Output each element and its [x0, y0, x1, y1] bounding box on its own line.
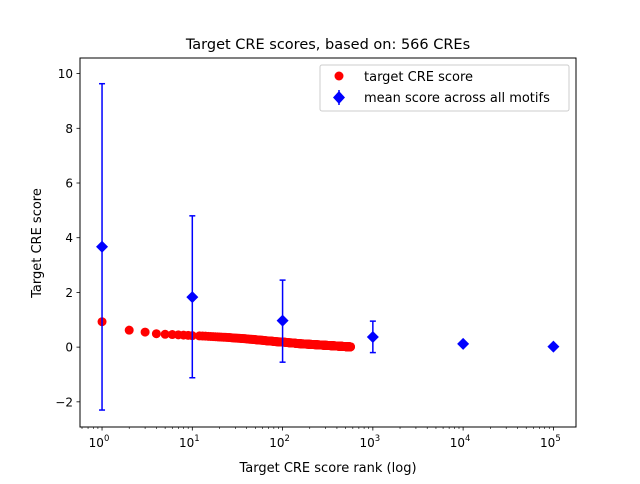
mean-score-marker	[366, 331, 379, 344]
target-cre-point	[160, 329, 170, 339]
y-tick-label: −2	[55, 395, 73, 409]
plot-marks	[96, 82, 560, 411]
target-cre-point	[140, 327, 150, 337]
x-tick-label: 103	[360, 434, 381, 450]
legend-marker-target	[334, 71, 344, 81]
target-cre-point	[124, 325, 134, 335]
mean-score-marker	[186, 291, 199, 304]
chart-title: Target CRE scores, based on: 566 CREs	[185, 37, 470, 53]
mean-score-marker	[457, 337, 470, 350]
legend: target CRE score mean score across all m…	[319, 64, 570, 112]
y-tick-label: 8	[65, 122, 73, 136]
x-axis: 100 101 102 103 104 105	[81, 427, 561, 450]
y-tick-label: 10	[58, 67, 73, 81]
x-tick-label: 102	[269, 434, 290, 450]
y-axis: −2 0 2 4 6 8 10	[55, 67, 80, 409]
x-tick-label: 101	[179, 434, 200, 450]
target-cre-point	[345, 342, 355, 352]
x-tick-label: 104	[450, 434, 471, 450]
legend-frame	[319, 64, 570, 112]
x-tick-label: 100	[89, 434, 110, 450]
y-tick-label: 4	[65, 231, 73, 245]
mean-score-marker	[276, 314, 289, 327]
mean-score-marker	[547, 340, 560, 353]
y-tick-label: 6	[65, 177, 73, 191]
axes-frame	[79, 57, 577, 428]
x-axis-label: Target CRE score rank (log)	[238, 461, 416, 476]
target-cre-point	[151, 329, 161, 339]
y-tick-label: 0	[65, 341, 73, 355]
legend-label-target: target CRE score	[364, 70, 473, 85]
legend-marker-mean	[333, 91, 345, 104]
y-tick-label: 2	[65, 286, 73, 300]
legend-label-mean: mean score across all motifs	[364, 91, 550, 106]
x-tick-label: 105	[540, 434, 561, 450]
y-axis-label: Target CRE score	[30, 188, 45, 299]
mean-score-marker	[96, 240, 109, 253]
